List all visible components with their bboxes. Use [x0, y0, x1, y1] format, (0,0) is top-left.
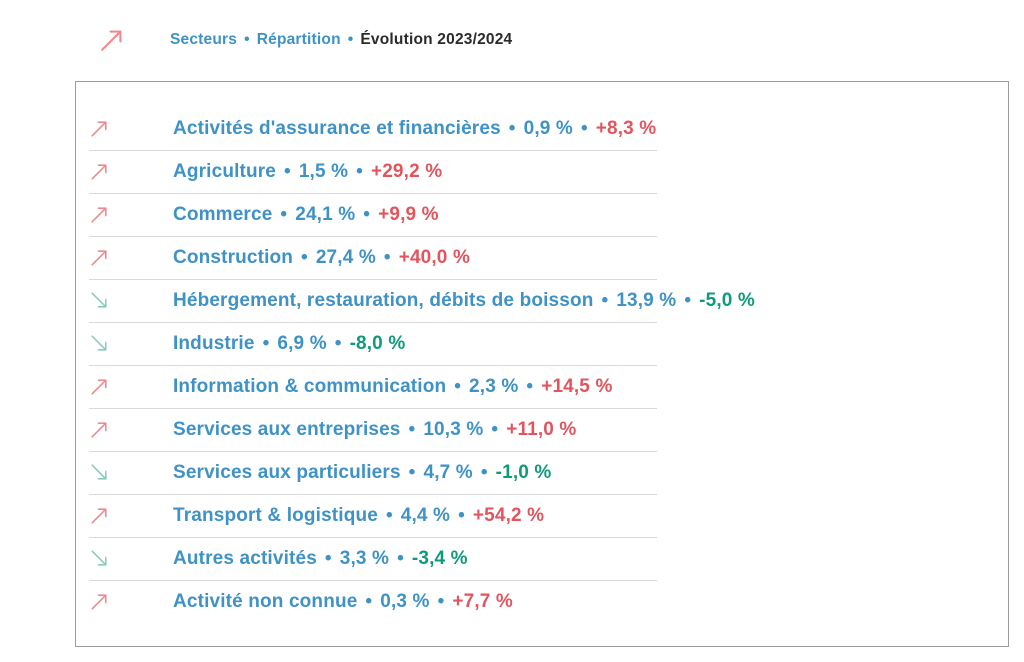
- sector-list-panel: Activités d'assurance et financières • 0…: [75, 81, 1009, 647]
- header: Secteurs • Répartition • Évolution 2023/…: [98, 26, 512, 54]
- bullet: •: [508, 117, 516, 139]
- sector-evolution: -1,0 %: [495, 461, 552, 483]
- trend-up-icon: [98, 26, 126, 54]
- sector-share: 0,9 %: [523, 117, 573, 139]
- trend-up-icon: [89, 376, 111, 397]
- bullet: •: [347, 31, 354, 48]
- sector-evolution: +14,5 %: [541, 375, 613, 397]
- bullet: •: [601, 289, 609, 311]
- bullet: •: [244, 31, 250, 48]
- sector-evolution: +11,0 %: [506, 418, 577, 440]
- bullet: •: [262, 332, 270, 354]
- sector-row: Transport & logistique • 4,4 % • +54,2 %: [89, 494, 1008, 537]
- sector-row: Agriculture • 1,5 % • +29,2 %: [89, 150, 1008, 193]
- trend-up-icon: [89, 591, 111, 612]
- sector-label: Autres activités: [173, 547, 317, 569]
- bullet: •: [454, 375, 462, 397]
- sector-label: Agriculture: [173, 160, 276, 182]
- sector-label: Services aux entreprises: [173, 418, 401, 440]
- bullet: •: [397, 547, 404, 569]
- trend-down-icon: [89, 462, 111, 483]
- bullet: •: [684, 289, 692, 311]
- sector-share: 27,4 %: [315, 246, 376, 268]
- trend-up-icon: [89, 247, 111, 268]
- sector-label: Information & communication: [173, 375, 447, 397]
- sector-share: 0,3 %: [380, 590, 430, 612]
- sector-label: Commerce: [173, 203, 273, 225]
- sector-share: 6,9 %: [277, 332, 327, 354]
- trend-up-icon: [89, 204, 111, 225]
- sector-label: Activité non connue: [173, 590, 358, 612]
- sector-row: Industrie • 6,9 % • -8,0 %: [89, 322, 1008, 365]
- sector-evolution: -8,0 %: [349, 332, 406, 354]
- sector-label: Hébergement, restauration, débits de boi…: [173, 289, 594, 311]
- sector-row: Services aux particuliers • 4,7 % • -1,0…: [89, 451, 1008, 494]
- bullet: •: [458, 504, 465, 526]
- sector-row: Activité non connue • 0,3 % • +7,7 %: [89, 580, 1008, 623]
- sector-evolution: +29,2 %: [370, 160, 443, 182]
- sector-label: Activités d'assurance et financières: [173, 117, 501, 139]
- sector-label: Industrie: [173, 332, 255, 354]
- bullet: •: [580, 117, 588, 139]
- sector-share: 1,5 %: [298, 160, 349, 182]
- bullet: •: [491, 418, 499, 440]
- bullet: •: [408, 418, 416, 440]
- trend-up-icon: [89, 161, 111, 182]
- sector-row: Activités d'assurance et financières • 0…: [89, 107, 1008, 150]
- trend-down-icon: [89, 290, 111, 311]
- bullet: •: [356, 160, 363, 182]
- bullet: •: [437, 590, 445, 612]
- bullet: •: [301, 246, 308, 268]
- trend-up-icon: [89, 419, 111, 440]
- sector-share: 13,9 %: [616, 289, 677, 311]
- bullet: •: [284, 160, 291, 182]
- bullet: •: [324, 547, 332, 569]
- trend-up-icon: [89, 118, 111, 139]
- trend-down-icon: [89, 548, 111, 569]
- sector-evolution: +9,9 %: [378, 203, 439, 225]
- trend-up-icon: [89, 505, 111, 526]
- bullet: •: [280, 203, 288, 225]
- sector-share: 4,7 %: [423, 461, 473, 483]
- sector-share: 24,1 %: [295, 203, 356, 225]
- sector-share: 3,3 %: [339, 547, 390, 569]
- sector-label: Services aux particuliers: [173, 461, 401, 483]
- sector-list: Activités d'assurance et financières • 0…: [89, 107, 1008, 623]
- sector-label: Transport & logistique: [173, 504, 378, 526]
- bullet: •: [480, 461, 488, 483]
- sector-row: Services aux entreprises • 10,3 % • +11,…: [89, 408, 1008, 451]
- page-title: Secteurs • Répartition • Évolution 2023/…: [170, 31, 512, 49]
- sector-share: 2,3 %: [469, 375, 519, 397]
- bullet: •: [408, 461, 416, 483]
- title-evolution: Évolution 2023/2024: [360, 31, 513, 48]
- sector-row: Autres activités • 3,3 % • -3,4 %: [89, 537, 1008, 580]
- title-repartition: Répartition: [256, 31, 341, 48]
- sector-row: Information & communication • 2,3 % • +1…: [89, 365, 1008, 408]
- sector-evolution: +40,0 %: [398, 246, 471, 268]
- sector-row: Hébergement, restauration, débits de boi…: [89, 279, 1008, 322]
- sector-evolution: -5,0 %: [699, 289, 755, 311]
- trend-down-icon: [89, 333, 111, 354]
- sector-evolution: +54,2 %: [472, 504, 545, 526]
- bullet: •: [383, 246, 391, 268]
- bullet: •: [385, 504, 393, 526]
- bullet: •: [334, 332, 342, 354]
- title-secteurs: Secteurs: [170, 31, 238, 48]
- sector-evolution: -3,4 %: [411, 547, 468, 569]
- bullet: •: [365, 590, 373, 612]
- sector-share: 10,3 %: [423, 418, 484, 440]
- sector-evolution: +8,3 %: [595, 117, 657, 139]
- sector-share: 4,4 %: [400, 504, 451, 526]
- sector-evolution: +7,7 %: [452, 590, 513, 612]
- sector-row: Construction • 27,4 % • +40,0 %: [89, 236, 1008, 279]
- bullet: •: [526, 375, 534, 397]
- sector-label: Construction: [173, 246, 294, 268]
- bullet: •: [363, 203, 371, 225]
- sector-row: Commerce • 24,1 % • +9,9 %: [89, 193, 1008, 236]
